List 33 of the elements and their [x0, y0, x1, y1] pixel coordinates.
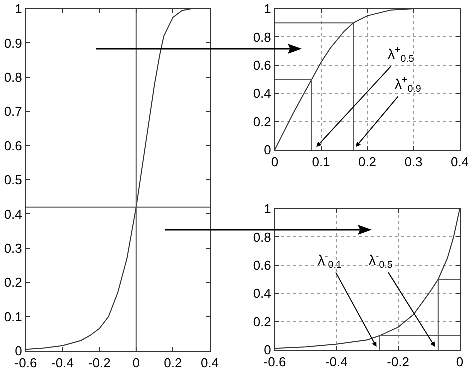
x-tick-label: 0	[132, 356, 140, 370]
y-tick-label: 0	[264, 142, 272, 158]
y-tick-label: 0.9	[4, 36, 22, 51]
x-tick-label: -0.4	[325, 354, 348, 370]
x-tick-label: 0	[456, 354, 464, 370]
x-tick-label: -0.2	[387, 354, 410, 370]
y-tick-label: 0.4	[4, 206, 22, 222]
x-tick-label: 0.2	[358, 154, 377, 170]
y-tick-label: 1	[15, 2, 22, 17]
x-tick-label: 0.1	[312, 154, 330, 170]
x-tick-label: -0.2	[88, 356, 111, 370]
y-tick-label: 0.6	[253, 258, 272, 273]
y-tick-label: 0.4	[253, 86, 272, 102]
y-tick-label: 0.2	[253, 314, 272, 330]
y-tick-label: 1	[264, 2, 272, 17]
y-tick-label: 0.6	[4, 138, 22, 154]
y-tick-label: 0.3	[4, 240, 22, 256]
y-tick-label: 0.4	[253, 286, 272, 302]
y-tick-label: 0.6	[253, 58, 272, 73]
y-tick-label: 0.7	[4, 104, 22, 120]
y-tick-label: 0.2	[4, 275, 22, 290]
x-tick-label: 0.4	[200, 356, 220, 370]
x-tick-label: 0.3	[404, 154, 423, 170]
y-tick-label: 1	[264, 202, 272, 217]
x-tick-label: -0.4	[52, 356, 74, 370]
y-tick-label: 0.8	[4, 70, 22, 85]
y-tick-label: 0.1	[4, 309, 22, 324]
y-tick-label: 0.5	[4, 172, 22, 188]
y-tick-label: 0.2	[253, 114, 272, 130]
y-tick-label: 0.8	[253, 230, 272, 245]
x-tick-label: 0.4	[450, 154, 470, 170]
x-tick-label: 0.2	[164, 356, 182, 370]
y-tick-label: 0.8	[253, 30, 272, 45]
